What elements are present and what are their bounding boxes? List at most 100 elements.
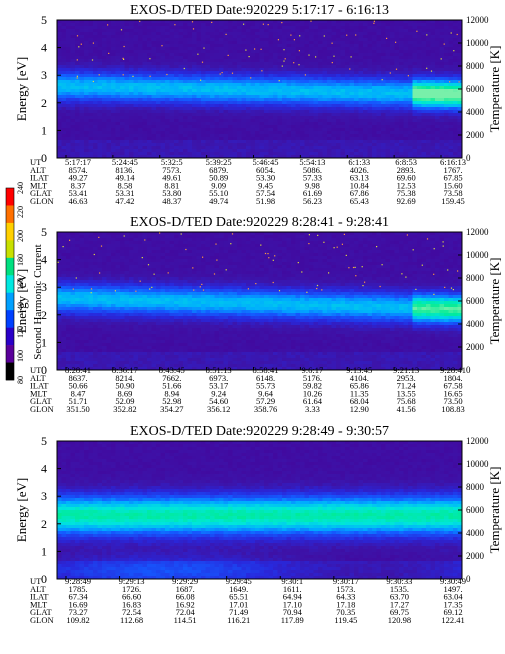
heatmap-cell [368, 71, 373, 74]
heatmap-cell [296, 116, 301, 119]
heatmap-cell [84, 310, 89, 313]
heatmap-cell [206, 38, 211, 41]
heatmap-cell [156, 107, 161, 110]
heatmap-cell [309, 134, 314, 137]
heatmap-cell [350, 89, 355, 92]
heatmap-cell [174, 131, 179, 134]
heatmap-cell [116, 83, 121, 86]
heatmap-cell [165, 92, 170, 95]
heatmap-cell [260, 119, 265, 122]
heatmap-cell [242, 26, 247, 29]
heatmap-cell [264, 110, 269, 113]
heatmap-cell [89, 340, 94, 343]
heatmap-cell [372, 56, 377, 59]
heatmap-cell [368, 125, 373, 128]
panel-title: EXOS-D/TED Date:920229 5:17:17 - 6:16:13 [130, 3, 389, 18]
heatmap-cell [71, 295, 76, 298]
heatmap-cell [93, 26, 98, 29]
heatmap-cell [215, 107, 220, 110]
noise-speck [451, 32, 452, 33]
heatmap-cell [201, 62, 206, 65]
heatmap-cell [386, 113, 391, 116]
heatmap-cell [147, 110, 152, 113]
heatmap-cell [377, 125, 382, 128]
heatmap-cell [174, 146, 179, 149]
heatmap-cell [219, 89, 224, 92]
heatmap-cell [395, 119, 400, 122]
heatmap-cell [156, 56, 161, 59]
heatmap-cell [332, 35, 337, 38]
heatmap-cell [336, 98, 341, 101]
heatmap-cell [363, 131, 368, 134]
heatmap-cell [453, 95, 458, 98]
heatmap-cell [102, 143, 107, 146]
heatmap-cell [107, 301, 112, 304]
noise-speck [279, 80, 280, 81]
heatmap-cell [62, 152, 67, 155]
heatmap-cell [440, 149, 445, 152]
heatmap-cell [404, 77, 409, 80]
heatmap-cell [440, 89, 445, 92]
heatmap-cell [120, 277, 125, 280]
heatmap-cell [449, 23, 454, 26]
heatmap-cell [300, 23, 305, 26]
heatmap-cell [242, 110, 247, 113]
heatmap-cell [413, 134, 418, 137]
heatmap-cell [345, 68, 350, 71]
heatmap-cell [71, 47, 76, 50]
heatmap-cell [206, 125, 211, 128]
heatmap-cell [318, 26, 323, 29]
heatmap-cell [62, 259, 67, 262]
heatmap-cell [201, 26, 206, 29]
heatmap-cell [201, 122, 206, 125]
heatmap-cell [62, 110, 67, 113]
heatmap-cell [431, 125, 436, 128]
heatmap-cell [255, 131, 260, 134]
heatmap-cell [228, 59, 233, 62]
heatmap-cell [350, 137, 355, 140]
heatmap-cell [264, 95, 269, 98]
heatmap-cell [291, 89, 296, 92]
heatmap-cell [102, 283, 107, 286]
heatmap-cell [282, 149, 287, 152]
heatmap-cell [179, 149, 184, 152]
heatmap-cell [174, 119, 179, 122]
heatmap-cell [417, 137, 422, 140]
heatmap-cell [341, 128, 346, 131]
heatmap-cell [246, 122, 251, 125]
heatmap-cell [233, 104, 238, 107]
heatmap-cell [246, 65, 251, 68]
heatmap-cell [57, 44, 62, 47]
heatmap-cell [62, 59, 67, 62]
heatmap-cell [381, 74, 386, 77]
heatmap-cell [444, 23, 449, 26]
heatmap-cell [323, 128, 328, 131]
ytick-label: 4 [41, 41, 47, 55]
heatmap-cell [395, 44, 400, 47]
heatmap-cell [273, 44, 278, 47]
heatmap-cell [386, 131, 391, 134]
heatmap-cell [98, 143, 103, 146]
heatmap-cell [201, 149, 206, 152]
heatmap-cell [80, 319, 85, 322]
heatmap-cell [116, 62, 121, 65]
heatmap-cell [372, 47, 377, 50]
heatmap-cell [345, 74, 350, 77]
heatmap-cell [224, 47, 229, 50]
heatmap-cell [345, 47, 350, 50]
heatmap-cell [368, 107, 373, 110]
heatmap-cell [413, 113, 418, 116]
heatmap-cell [377, 119, 382, 122]
heatmap-cell [408, 152, 413, 155]
heatmap-cell [188, 68, 193, 71]
heatmap-cell [107, 337, 112, 340]
heatmap-cell [143, 29, 148, 32]
heatmap-cell [62, 104, 67, 107]
heatmap-cell [143, 86, 148, 89]
heatmap-cell [363, 32, 368, 35]
heatmap-cell [210, 128, 215, 131]
heatmap-cell [219, 50, 224, 53]
heatmap-cell [75, 325, 80, 328]
heatmap-cell [341, 80, 346, 83]
heatmap-cell [399, 62, 404, 65]
